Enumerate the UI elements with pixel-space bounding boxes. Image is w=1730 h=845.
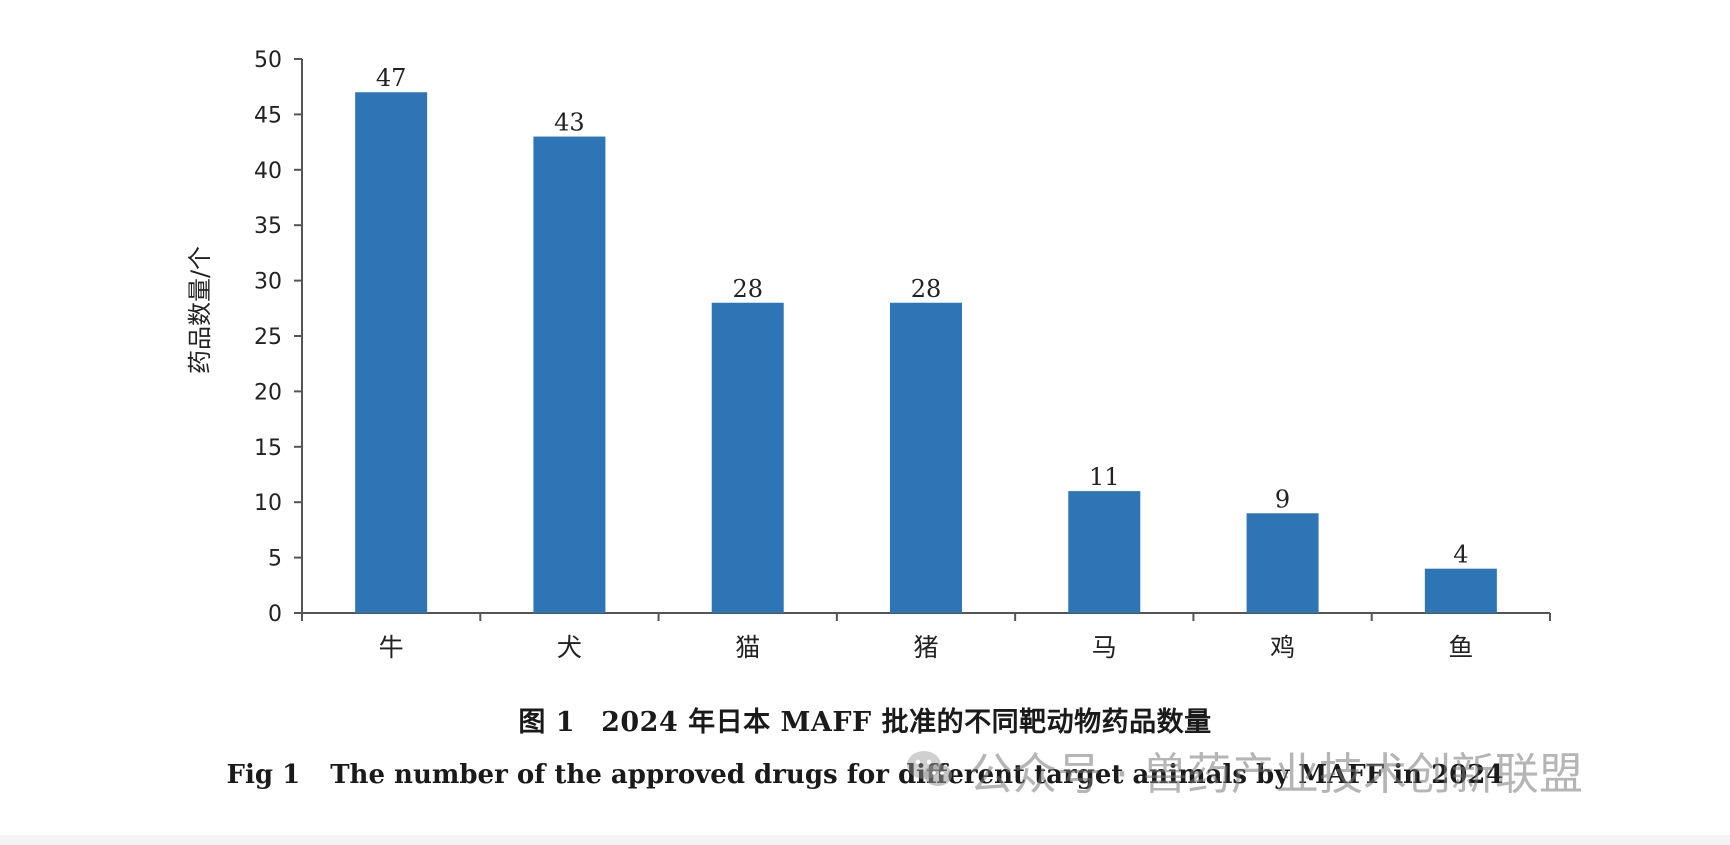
x-tick-label: 猪	[913, 633, 938, 662]
bar	[1068, 491, 1141, 613]
data-label: 28	[911, 275, 942, 303]
data-labels: 47 43 28 28 11 9 4	[376, 64, 1469, 568]
x-tick-label: 鱼	[1448, 633, 1473, 662]
watermark-text: 公众号 · 兽药产业技术创新联盟	[969, 749, 1583, 800]
divider	[0, 835, 1730, 845]
data-label: 28	[732, 275, 763, 303]
figure-title-en: The number of the approved drugs for dif…	[330, 760, 1504, 790]
y-tick-label: 45	[254, 103, 282, 128]
x-tick-label: 鸡	[1270, 633, 1295, 662]
figure-title-zh: 2024 年日本 MAFF 批准的不同靶动物药品数量	[601, 707, 1212, 738]
y-tick-label: 40	[254, 159, 282, 184]
y-axis-label: 药品数量/个	[186, 246, 214, 374]
wechat-icon	[907, 751, 952, 786]
data-label: 4	[1453, 541, 1468, 569]
y-axis: 0 5 10 15 20 25 30 35 40 45 50	[254, 48, 303, 627]
bar	[1424, 568, 1497, 613]
data-label: 47	[376, 64, 407, 92]
y-tick-label: 50	[254, 48, 282, 73]
figure-caption-en: Fig 1 The number of the approved drugs fo…	[0, 760, 1730, 790]
x-tick-label: 牛	[379, 633, 404, 662]
x-tick-label: 猫	[735, 633, 760, 662]
data-label: 43	[554, 109, 585, 137]
data-label: 11	[1089, 463, 1120, 491]
bar	[533, 136, 606, 613]
bar	[711, 302, 784, 613]
y-tick-label: 30	[254, 270, 282, 295]
figure-number-zh: 图 1	[518, 707, 576, 738]
x-axis: 牛犬猫猪马鸡鱼	[301, 612, 1551, 662]
bar-chart: 0 5 10 15 20 25 30 35 40 45 50 牛 犬 猫 猪 马 鸡 鱼 47 43 28 28 11 9…	[186, 48, 1551, 662]
y-tick-label: 25	[254, 325, 282, 350]
data-label: 9	[1275, 485, 1290, 513]
y-tick-label: 20	[254, 380, 282, 405]
y-tick-label: 10	[254, 491, 282, 516]
figure-caption-zh: 图 1 2024 年日本 MAFF 批准的不同靶动物药品数量	[0, 700, 1730, 739]
x-tick-label: 犬	[557, 633, 582, 662]
watermark: 公众号 · 兽药产业技术创新联盟	[905, 740, 1583, 800]
figure-number-en: Fig 1	[226, 760, 301, 790]
x-tick-label: 马	[1092, 633, 1117, 662]
bar	[1246, 513, 1319, 613]
bar	[355, 92, 428, 614]
y-tick-label: 0	[268, 602, 282, 627]
y-tick-label: 5	[268, 547, 282, 572]
y-tick-label: 15	[254, 436, 282, 461]
y-tick-label: 35	[254, 214, 282, 239]
bar-series	[355, 92, 1497, 614]
bar	[890, 302, 962, 613]
